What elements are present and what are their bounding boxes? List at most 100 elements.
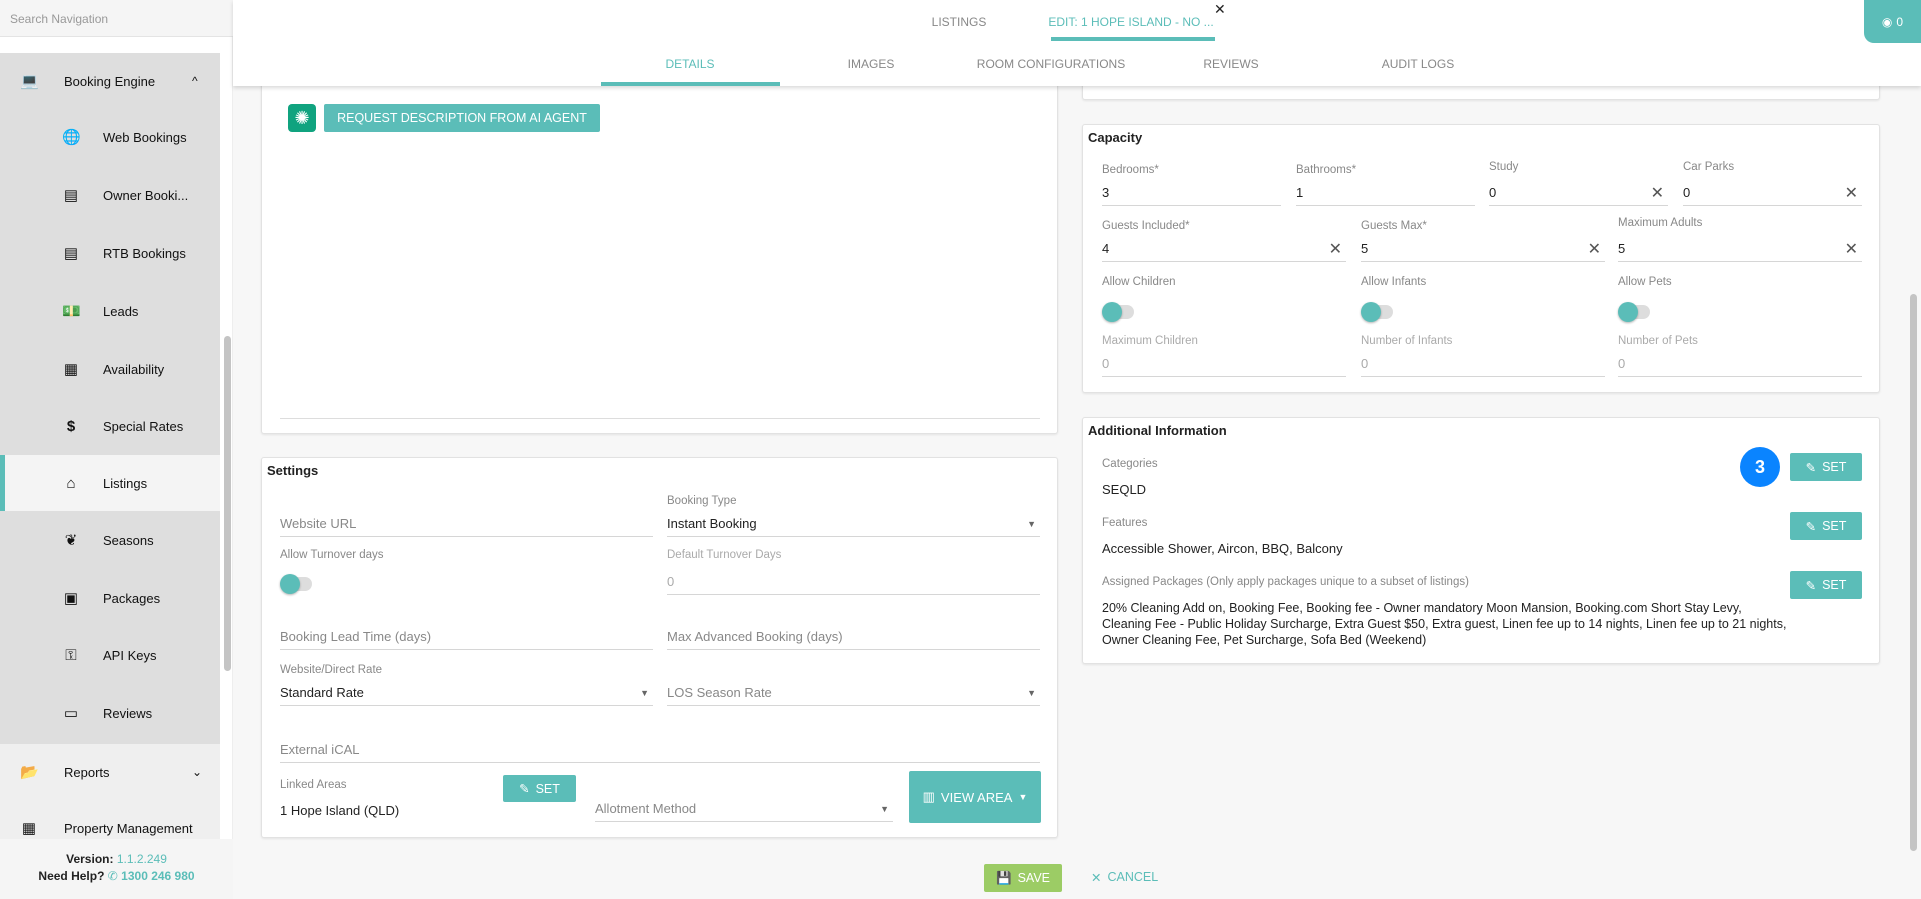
maximum-children-field[interactable]: Maximum Children 0 xyxy=(1102,335,1346,377)
allow-turnover-toggle[interactable] xyxy=(280,574,312,594)
pets-value: 0 xyxy=(1618,356,1626,371)
guests-included-value: 4 xyxy=(1102,241,1110,256)
guests-max-field[interactable]: Guests Max* 5 ✕ xyxy=(1361,220,1605,262)
linked-areas-value: 1 Hope Island (QLD) xyxy=(280,803,400,818)
pencil-icon: ✎ xyxy=(1805,519,1817,534)
button-label: CANCEL xyxy=(1107,870,1159,884)
sidebar-item-reviews[interactable]: ▭ Reviews xyxy=(0,685,220,741)
version-value: 1.1.2.249 xyxy=(116,852,167,866)
direct-rate-select[interactable]: Website/Direct Rate Standard Rate ▼ xyxy=(280,664,653,706)
book-icon: ▤ xyxy=(63,187,79,204)
website-url-field[interactable]: Website URL xyxy=(280,511,653,537)
allow-children-label: Allow Children xyxy=(1102,276,1176,288)
main-scrollbar[interactable] xyxy=(1910,294,1917,851)
sidebar-item-label: Reviews xyxy=(103,705,153,721)
infants-value: 0 xyxy=(1361,356,1369,371)
caret-down-icon: ▼ xyxy=(1018,792,1028,802)
view-area-button[interactable]: ▥ VIEW AREA ▼ xyxy=(909,771,1041,823)
set-packages-button[interactable]: ✎ SET xyxy=(1790,571,1862,599)
sidebar-footer: Version: 1.1.2.249 Need Help? ✆ 1300 246… xyxy=(0,839,233,899)
save-button[interactable]: 💾 SAVE xyxy=(984,864,1062,892)
sidebar-item-web-bookings[interactable]: 🌐 Web Bookings xyxy=(0,109,220,165)
notification-badge[interactable]: ◉ 0 xyxy=(1864,0,1921,43)
sidebar-item-label: Owner Booki... xyxy=(103,187,189,203)
nav-submenu-bg xyxy=(0,53,220,744)
bedrooms-field[interactable]: Bedrooms* 3 xyxy=(1102,164,1281,206)
description-card: ✺ REQUEST DESCRIPTION FROM AI AGENT xyxy=(261,60,1058,434)
maximum-adults-field[interactable]: Maximum Adults 5 ✕ xyxy=(1618,217,1862,262)
set-linked-areas-button[interactable]: ✎ SET xyxy=(503,775,576,802)
sidebar-item-rtb-bookings[interactable]: ▤ RTB Bookings xyxy=(0,225,220,281)
default-turnover-field[interactable]: Default Turnover Days 0 xyxy=(667,549,1040,595)
subtab-reviews[interactable]: REVIEWS xyxy=(1203,57,1259,71)
clear-icon[interactable]: ✕ xyxy=(1650,184,1664,202)
cancel-button[interactable]: ✕ CANCEL xyxy=(1091,870,1158,885)
notification-count: 0 xyxy=(1896,14,1904,29)
chevron-down-icon: ⌄ xyxy=(192,765,203,779)
subtab-details[interactable]: DETAILS xyxy=(665,57,715,71)
phone-icon: ✆ xyxy=(107,869,118,883)
categories-label: Categories xyxy=(1102,458,1158,470)
clear-icon[interactable]: ✕ xyxy=(1587,240,1601,258)
sidebar-item-reports[interactable]: 📂 Reports ⌄ xyxy=(0,744,220,800)
tab-edit-listing[interactable]: EDIT: 1 HOPE ISLAND - NO ... xyxy=(1048,15,1214,29)
request-ai-description-button[interactable]: REQUEST DESCRIPTION FROM AI AGENT xyxy=(324,104,600,132)
sidebar-scrollbar[interactable] xyxy=(224,336,231,671)
max-adults-label: Maximum Adults xyxy=(1618,217,1703,229)
capacity-card: Capacity Bedrooms* 3 Bathrooms* 1 Study 0 ✕ … xyxy=(1082,124,1880,393)
los-season-rate-select[interactable]: LOS Season Rate ▼ xyxy=(667,680,1040,706)
pencil-icon: ✎ xyxy=(1805,578,1817,593)
sidebar-item-label: Property Management xyxy=(64,820,193,836)
book-icon: ▤ xyxy=(63,245,79,262)
sidebar-item-owner-bookings[interactable]: ▤ Owner Booki... xyxy=(0,167,220,223)
sidebar-item-api-keys[interactable]: ⚿ API Keys xyxy=(0,627,220,683)
allow-infants-label: Allow Infants xyxy=(1361,276,1427,288)
allow-pets-toggle[interactable] xyxy=(1618,302,1650,322)
subtab-audit-logs[interactable]: AUDIT LOGS xyxy=(1381,57,1455,71)
allow-children-toggle[interactable] xyxy=(1102,302,1134,322)
allow-infants-toggle[interactable] xyxy=(1361,302,1393,322)
sidebar-item-special-rates[interactable]: $ Special Rates xyxy=(0,398,220,454)
sidebar-item-leads[interactable]: 💵 Leads xyxy=(0,283,220,339)
sidebar-item-packages[interactable]: ▣ Packages xyxy=(0,570,220,626)
sidebar-item-property-management[interactable]: ▦ Property Management xyxy=(0,800,220,856)
set-categories-button[interactable]: ✎ SET xyxy=(1790,453,1862,481)
openai-logo-icon: ✺ xyxy=(288,104,316,132)
study-field[interactable]: Study 0 ✕ xyxy=(1489,161,1668,206)
allotment-method-select[interactable]: Allotment Method ▼ xyxy=(595,796,893,822)
close-tab-icon[interactable]: ✕ xyxy=(1214,1,1226,17)
help-phone-link[interactable]: 1300 246 980 xyxy=(121,869,195,883)
sidebar-item-availability[interactable]: ▦ Availability xyxy=(0,341,220,397)
tab-listings[interactable]: LISTINGS xyxy=(931,15,987,29)
search-navigation-input[interactable]: Search Navigation xyxy=(0,0,233,37)
clear-icon[interactable]: ✕ xyxy=(1844,184,1858,202)
sidebar-item-listings[interactable]: ⌂ Listings xyxy=(0,455,220,511)
required-mark: * xyxy=(1185,220,1190,232)
max-advanced-booking-field[interactable]: Max Advanced Booking (days) xyxy=(667,624,1040,650)
sidebar-item-label: Special Rates xyxy=(103,418,184,434)
booking-type-select[interactable]: Booking Type Instant Booking ▼ xyxy=(667,495,1040,537)
car-parks-field[interactable]: Car Parks 0 ✕ xyxy=(1683,161,1862,206)
sidebar-item-booking-engine[interactable]: 💻 Booking Engine ^ xyxy=(0,53,220,109)
button-label: SAVE xyxy=(1017,871,1050,885)
subtab-images[interactable]: IMAGES xyxy=(847,57,895,71)
id-card-icon: ▭ xyxy=(63,705,79,722)
booking-lead-time-field[interactable]: Booking Lead Time (days) xyxy=(280,624,653,650)
number-of-pets-field[interactable]: Number of Pets 0 xyxy=(1618,335,1862,377)
default-turnover-value: 0 xyxy=(667,574,675,589)
page-header: LISTINGS EDIT: 1 HOPE ISLAND - NO ... ✕ … xyxy=(233,0,1921,86)
description-divider xyxy=(280,418,1040,419)
sidebar-item-seasons[interactable]: ❦ Seasons xyxy=(0,512,220,568)
clear-icon[interactable]: ✕ xyxy=(1328,240,1342,258)
external-ical-field[interactable]: External iCAL xyxy=(280,737,1040,763)
guests-included-field[interactable]: Guests Included* 4 ✕ xyxy=(1102,220,1346,262)
set-features-button[interactable]: ✎ SET xyxy=(1790,512,1862,540)
settings-card: Settings Website URL Booking Type Instant… xyxy=(261,457,1058,838)
bathrooms-field[interactable]: Bathrooms* 1 xyxy=(1296,164,1475,206)
clear-icon[interactable]: ✕ xyxy=(1844,240,1858,258)
number-of-infants-field[interactable]: Number of Infants 0 xyxy=(1361,335,1605,377)
subtab-room-configurations[interactable]: ROOM CONFIGURATIONS xyxy=(976,57,1126,71)
sidebar-item-label: Leads xyxy=(103,303,139,319)
sidebar-item-label: API Keys xyxy=(103,647,157,663)
features-value: Accessible Shower, Aircon, BBQ, Balcony xyxy=(1102,541,1343,556)
